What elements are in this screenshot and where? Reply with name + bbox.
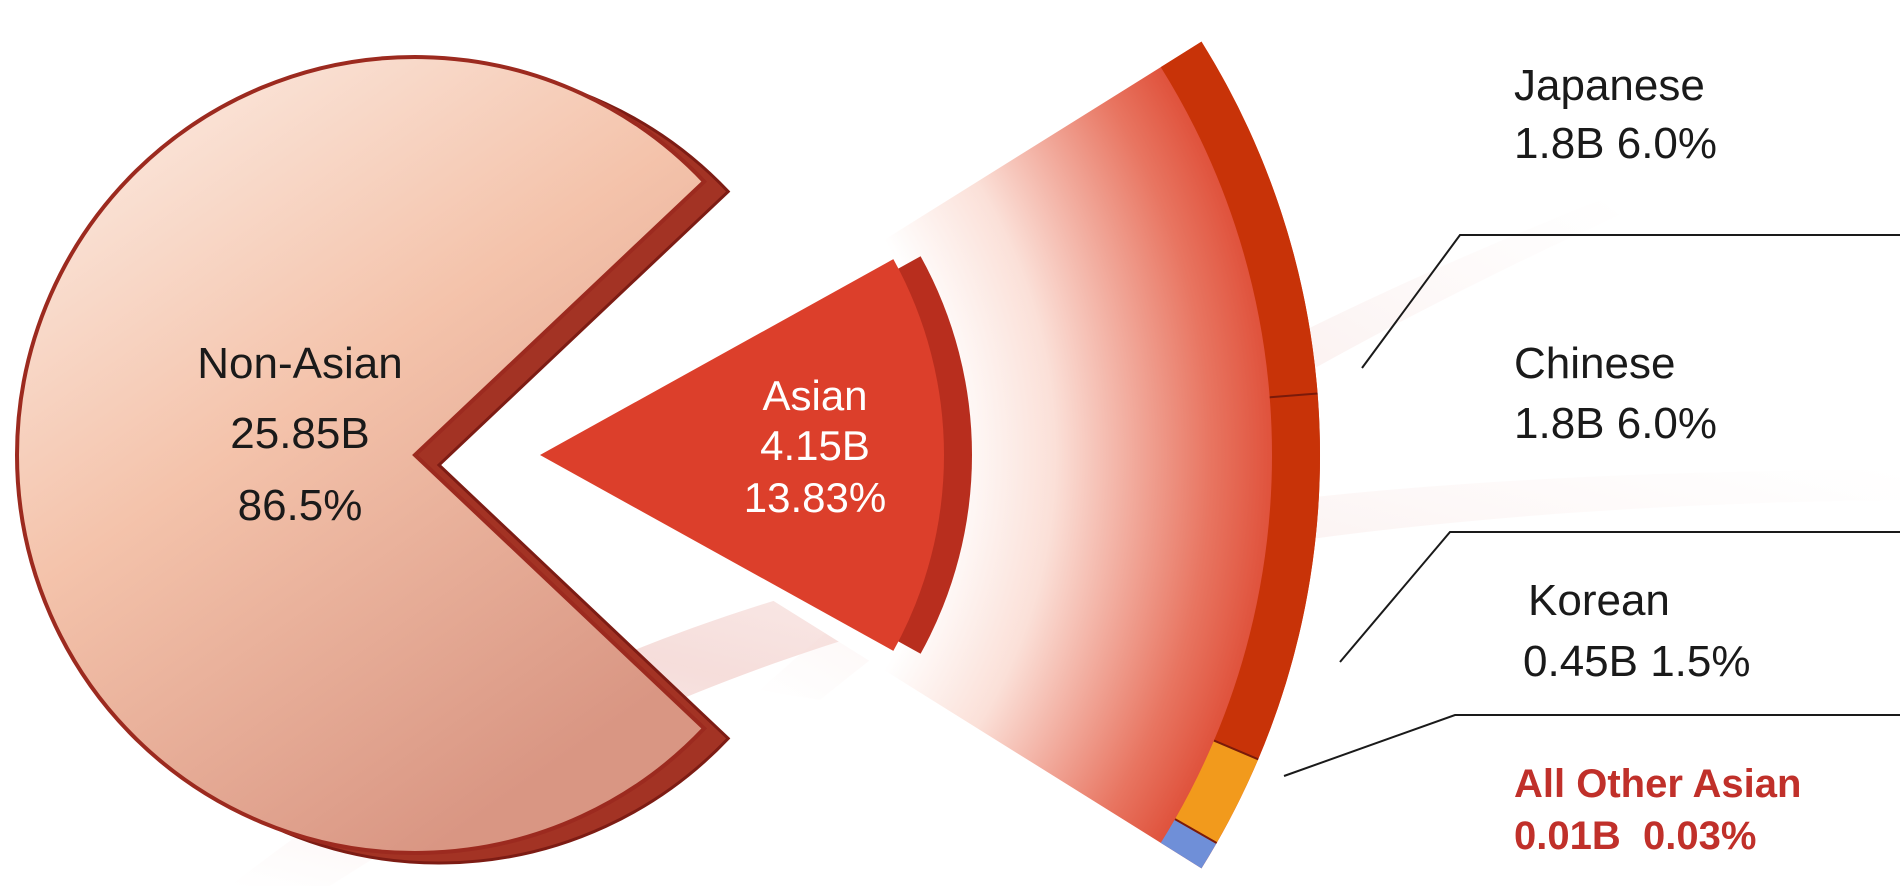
segment-divider [1213,739,1259,761]
breakdown-label-japanese-value: 1.8B 6.0% [1514,119,1717,168]
breakdown-label-korean-name: Korean [1528,576,1670,625]
slice-label-asian-value: 4.15B [760,422,870,469]
slice-label-non-asian-name: Non-Asian [197,339,402,388]
breakdown-label-chinese-name: Chinese [1514,339,1675,388]
breakdown-segment-korean [1175,740,1259,844]
pie-slice-non-asian [15,55,708,855]
breakdown-segment-japanese [1160,41,1318,398]
breakdown-segment-chinese [1214,393,1320,760]
breakdown-label-other-name: All Other Asian [1514,762,1801,806]
breakdown-label-japanese-name: Japanese [1514,61,1705,110]
segment-divider [1174,818,1218,844]
breakdown-segment-other [1160,819,1217,869]
breakdown-label-other-value: 0.01B 0.03% [1514,814,1756,858]
slice-label-asian-name: Asian [762,372,867,419]
pie-slice-asian [540,259,944,651]
slice-label-asian-percent: 13.83% [744,474,886,521]
segment-divider [1269,392,1318,399]
slice-label-non-asian-value: 25.85B [230,409,369,458]
leader-line-chinese [1361,234,1900,369]
breakdown-label-korean-value: 0.45B 1.5% [1523,637,1751,686]
leader-line-other [1283,714,1900,777]
breakdown-label-chinese-value: 1.8B 6.0% [1514,399,1717,448]
leader-line-korean [1339,531,1900,663]
slice-label-non-asian-percent: 86.5% [238,481,363,530]
